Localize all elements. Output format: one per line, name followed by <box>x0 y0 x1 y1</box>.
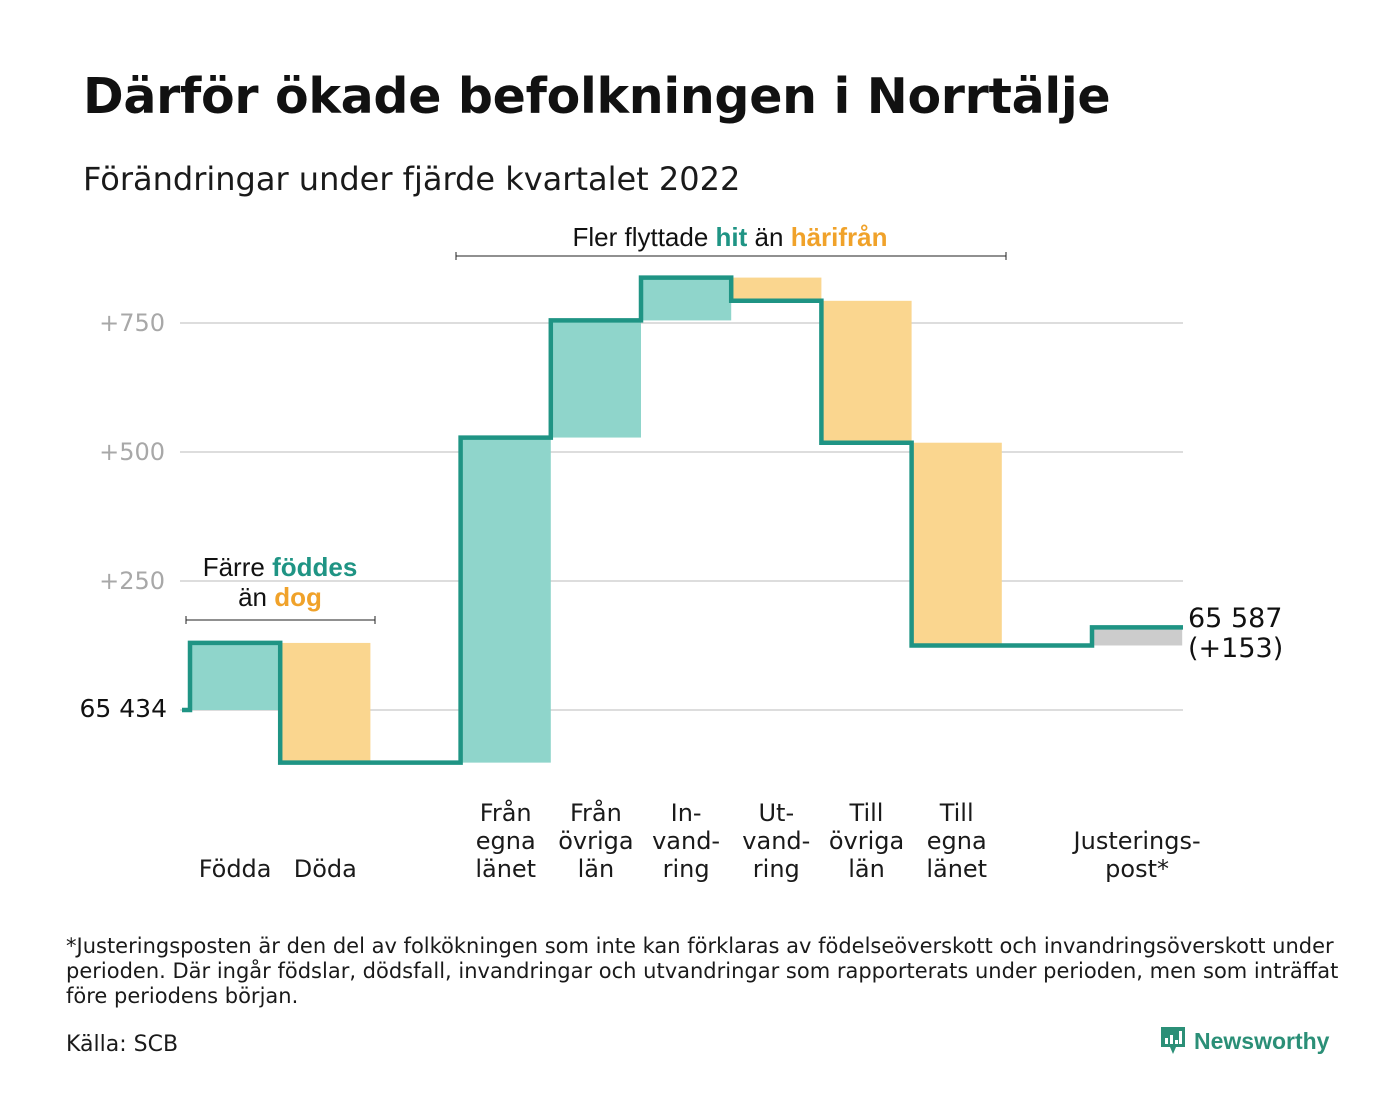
migration-annotation: Fler flyttade hit än härifrån <box>572 222 887 252</box>
waterfall-chart: +250+500+750 Födda DödaFrånegnalänetFrånö… <box>80 222 1284 883</box>
category-label: Döda <box>294 855 357 883</box>
chart-title: Därför ökade befolkningen i Norrtälje <box>83 68 1111 125</box>
y-tick-label: +500 <box>99 438 165 466</box>
waterfall-bar <box>460 437 551 763</box>
waterfall-bar <box>641 277 732 321</box>
newsworthy-brand-text: Newsworthy <box>1194 1027 1330 1054</box>
category-label: egna <box>476 827 536 855</box>
cumulative-step-line <box>182 275 1183 765</box>
y-tick-label: +750 <box>99 309 165 337</box>
waterfall-bar <box>1092 627 1183 646</box>
end-change-label: (+153) <box>1188 633 1283 664</box>
category-label: vand- <box>652 827 720 855</box>
chart-subtitle: Förändringar under fjärde kvartalet 2022 <box>83 160 741 198</box>
births-annotation-line1: Färre föddes <box>203 552 358 582</box>
category-label: ring <box>753 855 800 883</box>
waterfall-bar <box>550 320 641 438</box>
waterfall-bar <box>280 642 371 763</box>
newsworthy-logo-icon <box>1161 1027 1185 1054</box>
category-label: länet <box>475 855 536 883</box>
waterfall-bar <box>190 642 281 710</box>
category-label: län <box>578 855 615 883</box>
category-label: län <box>848 855 885 883</box>
category-label: Från <box>480 798 532 827</box>
category-label: ring <box>663 855 710 883</box>
category-label: Till <box>849 799 884 827</box>
category-label: Från <box>570 798 622 827</box>
category-label: Justerings- <box>1072 827 1201 855</box>
source-label: Källa: SCB <box>66 1032 179 1057</box>
y-tick-label: +250 <box>99 567 165 595</box>
waterfall-bar <box>731 277 822 301</box>
category-label: vand- <box>742 827 810 855</box>
waterfall-bar <box>911 442 1002 646</box>
category-label: Till <box>939 799 974 827</box>
category-label: egna <box>927 827 987 855</box>
newsworthy-logo: Newsworthy <box>1160 1026 1329 1056</box>
footnote: *Justeringsposten är den del av folkökni… <box>66 934 1339 1008</box>
births-annotation-line2: än dog <box>238 582 322 612</box>
category-label: In- <box>671 799 702 827</box>
category-label: övriga <box>558 827 633 855</box>
category-label: övriga <box>829 827 904 855</box>
waterfall-bar <box>821 300 912 443</box>
category-label: länet <box>926 855 987 883</box>
category-label: post* <box>1105 855 1169 883</box>
start-value-label: 65 434 <box>80 694 167 723</box>
category-label: Födda <box>199 855 272 883</box>
end-value-label: 65 587 <box>1188 603 1282 634</box>
category-label: Ut- <box>758 799 794 827</box>
